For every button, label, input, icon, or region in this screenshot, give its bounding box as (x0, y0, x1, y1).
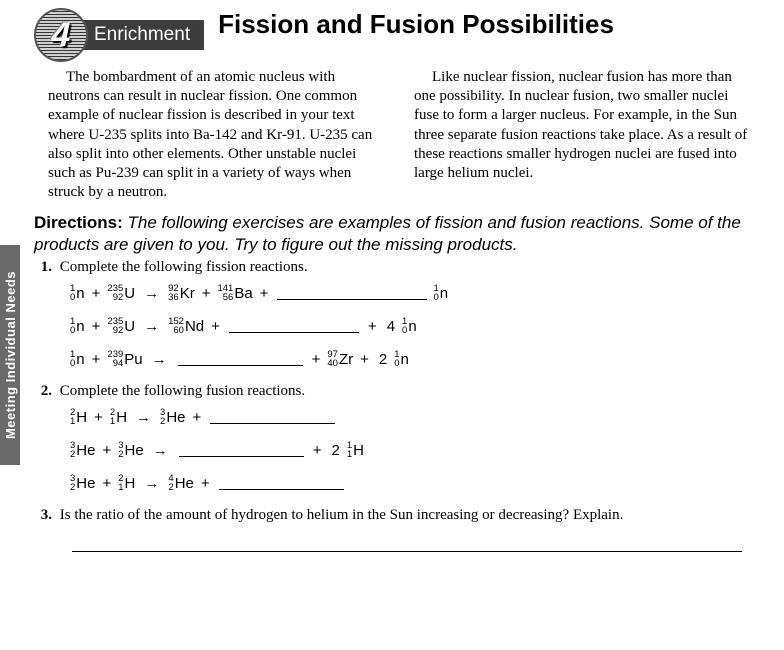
nuclide-n: 10n (70, 284, 85, 303)
question-2: 2. Complete the following fusion reactio… (34, 383, 752, 400)
fusion-eq-1: 21H + 21H → 32He + (68, 408, 752, 427)
intro-right-column: Like nuclear fission, nuclear fusion has… (414, 68, 752, 202)
fission-eq-3: 10n + 23994Pu → + 9740Zr + 2 10n (68, 350, 752, 369)
sidebar-tab: Meeting Individual Needs (0, 245, 20, 465)
nuclide-u235: 23592U (107, 317, 135, 336)
intro-left-column: The bombardment of an atomic nucleus wit… (48, 68, 386, 202)
nuclide-h2: 21H (118, 474, 135, 493)
worksheet-page: Meeting Individual Needs 4 Enrichment Fi… (0, 0, 784, 560)
questions: 1. Complete the following fission reacti… (34, 259, 752, 552)
q2-text: Complete the following fusion reactions. (60, 383, 305, 399)
nuclide-he3: 32He (70, 474, 95, 493)
nuclide-he3: 32He (160, 408, 185, 427)
q3-text: Is the ratio of the amount of hydrogen t… (60, 507, 624, 523)
nuclide-pu239: 23994Pu (107, 350, 142, 369)
nuclide-n: 10n (394, 350, 409, 369)
question-3: 3. Is the ratio of the amount of hydroge… (34, 507, 752, 524)
fusion-equations: 21H + 21H → 32He + 32He + 32He → + 2 11H… (68, 408, 752, 493)
nuclide-h1: 11H (347, 441, 364, 460)
q3-number: 3. (34, 507, 52, 524)
blank-input[interactable] (72, 538, 742, 552)
blank-input[interactable] (178, 352, 303, 366)
nuclide-nd152: 15260Nd (168, 317, 204, 336)
intro-left-text: The bombardment of an atomic nucleus wit… (48, 68, 386, 202)
sidebar-tab-label: Meeting Individual Needs (3, 271, 18, 439)
header: 4 Enrichment Fission and Fusion Possibil… (34, 8, 760, 62)
blank-input[interactable] (210, 410, 335, 424)
nuclide-u235: 23592U (107, 284, 135, 303)
blank-input[interactable] (219, 476, 344, 490)
coef-2: 2 (379, 351, 387, 368)
nuclide-he4: 42He (168, 474, 193, 493)
nuclide-he3: 32He (70, 441, 95, 460)
coef-4: 4 (387, 318, 395, 335)
nuclide-n: 10n (433, 284, 448, 303)
blank-input[interactable] (179, 443, 304, 457)
q2-number: 2. (34, 383, 52, 400)
section-label: Enrichment (72, 20, 204, 50)
blank-input[interactable] (229, 319, 359, 333)
section-badge: 4 Enrichment (34, 8, 204, 62)
q3-answer-line (68, 534, 752, 552)
nuclide-zr97: 9740Zr (327, 350, 353, 369)
fusion-eq-3: 32He + 21H → 42He + (68, 474, 752, 493)
section-number: 4 (52, 16, 71, 55)
nuclide-n: 10n (70, 350, 85, 369)
fission-eq-1: 10n + 23592U → 9236Kr + 14156Ba + 10n (68, 284, 752, 303)
section-number-circle: 4 (34, 8, 88, 62)
fusion-eq-2: 32He + 32He → + 2 11H (68, 441, 752, 460)
fission-equations: 10n + 23592U → 9236Kr + 14156Ba + 10n 10… (68, 284, 752, 369)
q1-number: 1. (34, 259, 52, 276)
intro-columns: The bombardment of an atomic nucleus wit… (48, 68, 752, 202)
nuclide-h2: 21H (110, 408, 127, 427)
nuclide-n: 10n (70, 317, 85, 336)
nuclide-kr92: 9236Kr (168, 284, 195, 303)
directions-label: Directions: (34, 213, 123, 232)
directions-text: The following exercises are examples of … (34, 213, 741, 253)
nuclide-h2: 21H (70, 408, 87, 427)
question-1: 1. Complete the following fission reacti… (34, 259, 752, 276)
directions: Directions: The following exercises are … (34, 212, 752, 255)
fission-eq-2: 10n + 23592U → 15260Nd + + 4 10n (68, 317, 752, 336)
intro-right-text: Like nuclear fission, nuclear fusion has… (414, 68, 752, 183)
blank-input[interactable] (277, 286, 427, 300)
nuclide-he3: 32He (118, 441, 143, 460)
nuclide-ba141: 14156Ba (217, 284, 252, 303)
page-title: Fission and Fusion Possibilities (218, 8, 614, 39)
coef-2: 2 (332, 442, 340, 459)
nuclide-n: 10n (402, 317, 417, 336)
q1-text: Complete the following fission reactions… (60, 259, 308, 275)
